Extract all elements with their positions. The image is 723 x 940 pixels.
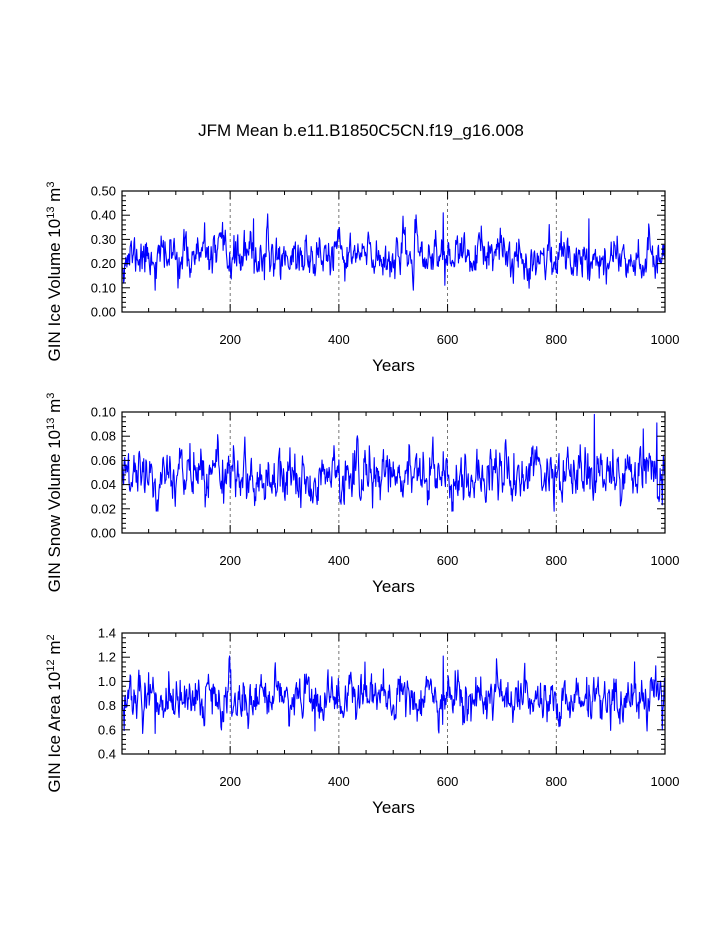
y-axis-title-part: GIN Ice Area 10 <box>45 672 64 793</box>
y-tick-label: 1.0 <box>98 674 116 689</box>
x-tick-label: 200 <box>219 553 241 568</box>
y-axis-title-superscript: 3 <box>45 182 57 188</box>
x-tick-label: 400 <box>328 553 350 568</box>
chart-panel-1: 0.00 0.10 0.20 0.30 0.40 0.50 200 400 600 800 1000… <box>45 182 679 375</box>
x-tick-label: 600 <box>437 332 459 347</box>
y-tick-label: 1.2 <box>98 650 116 665</box>
y-axis-title-part: m <box>45 188 64 207</box>
y-tick-label: 0.00 <box>91 305 116 320</box>
y-tick-label: 0.20 <box>91 256 116 271</box>
x-tick-label: 200 <box>219 774 241 789</box>
y-axis-title: GIN Ice Volume 1013 m3 <box>45 182 64 362</box>
y-axis-title-superscript: 13 <box>45 207 57 219</box>
y-axis-title-superscript: 12 <box>45 659 57 671</box>
plot-frame <box>121 632 666 755</box>
y-axis-title-part: GIN Snow Volume 10 <box>45 430 64 593</box>
y-axis-title-part: GIN Ice Volume 10 <box>45 219 64 362</box>
y-tick-label: 0.4 <box>98 747 116 762</box>
series-line-gin-snow-volume <box>121 413 666 512</box>
y-tick-label: 0.02 <box>91 501 116 516</box>
chart-panel-3: 0.4 0.6 0.8 1.0 1.2 1.4 200 400 600 800 1000 Years G… <box>45 626 679 818</box>
figure-title: JFM Mean b.e11.B1850C5CN.f19_g16.008 <box>198 121 524 140</box>
series-line-gin-ice-volume <box>121 212 666 291</box>
x-tick-label: 400 <box>328 774 350 789</box>
chart-panel-2: 0.00 0.02 0.04 0.06 0.08 0.10 200 400 600 800 1000… <box>45 393 679 596</box>
y-tick-label: 0.10 <box>91 280 116 295</box>
y-axis-title-superscript: 2 <box>45 634 57 640</box>
x-tick-label: 1000 <box>651 774 680 789</box>
y-axis-title-part: m <box>45 399 64 418</box>
x-tick-label: 800 <box>545 553 567 568</box>
x-axis-title: Years <box>372 798 415 817</box>
x-tick-label: 1000 <box>651 553 680 568</box>
series-line-gin-ice-area <box>121 655 666 734</box>
x-tick-label: 800 <box>545 332 567 347</box>
y-tick-label: 1.4 <box>98 626 116 641</box>
x-tick-label: 600 <box>437 774 459 789</box>
y-axis-title: GIN Snow Volume 1013 m3 <box>45 393 64 593</box>
x-tick-label: 600 <box>437 553 459 568</box>
x-tick-label: 400 <box>328 332 350 347</box>
y-tick-label: 0.50 <box>91 184 116 199</box>
x-tick-label: 1000 <box>651 332 680 347</box>
chart-panels: 0.00 0.10 0.20 0.30 0.40 0.50 200 400 600 800 1000… <box>45 182 679 817</box>
y-tick-label: 0.00 <box>91 526 116 541</box>
y-tick-label: 0.40 <box>91 208 116 223</box>
y-axis-title-superscript: 3 <box>45 393 57 399</box>
y-tick-label: 0.10 <box>91 405 116 420</box>
y-tick-label: 0.08 <box>91 429 116 444</box>
y-axis-title: GIN Ice Area 1012 m2 <box>45 634 64 792</box>
x-tick-label: 800 <box>545 774 567 789</box>
y-tick-label: 0.06 <box>91 453 116 468</box>
y-tick-label: 0.30 <box>91 232 116 247</box>
y-tick-label: 0.8 <box>98 698 116 713</box>
y-tick-label: 0.04 <box>91 477 116 492</box>
y-axis-title-part: m <box>45 641 64 660</box>
x-axis-title: Years <box>372 577 415 596</box>
x-tick-label: 200 <box>219 332 241 347</box>
y-tick-label: 0.6 <box>98 722 116 737</box>
x-axis-title: Years <box>372 356 415 375</box>
y-axis-title-superscript: 13 <box>45 418 57 430</box>
